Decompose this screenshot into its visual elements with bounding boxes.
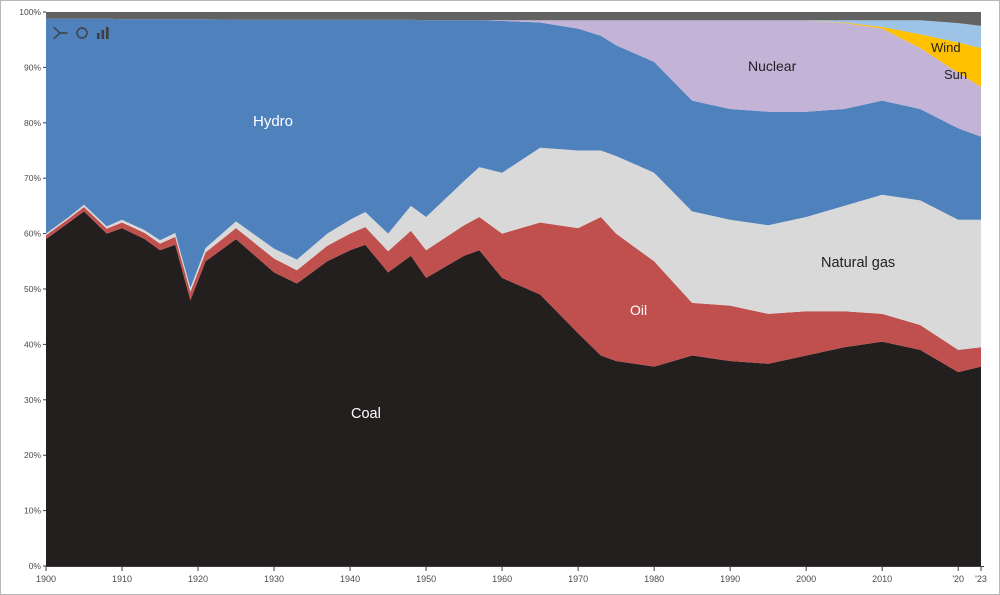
area-other[interactable]	[46, 12, 981, 26]
y-tick-label: 80%	[24, 118, 41, 128]
circle-icon[interactable]	[75, 22, 89, 44]
y-tick-label: 100%	[19, 7, 41, 17]
area-oil[interactable]	[46, 207, 981, 373]
x-tick-label: 1970	[568, 574, 588, 584]
x-tick-label: 2000	[796, 574, 816, 584]
x-tick-label: 1960	[492, 574, 512, 584]
area-natural-gas[interactable]	[46, 147, 981, 350]
y-tick-label: 20%	[24, 450, 41, 460]
y-tick-label: 70%	[24, 173, 41, 183]
area-wind[interactable]	[46, 18, 981, 48]
x-tick-label: 1910	[112, 574, 132, 584]
x-tick-label: '20	[952, 574, 964, 584]
x-tick-label: 1930	[264, 574, 284, 584]
x-tick-label: 1900	[36, 574, 56, 584]
area-nuclear[interactable]	[46, 18, 981, 137]
y-tick-label: 40%	[24, 339, 41, 349]
branch-icon[interactable]	[51, 22, 69, 44]
y-tick-label: 30%	[24, 395, 41, 405]
y-tick-label: 60%	[24, 229, 41, 239]
x-tick-label: 1980	[644, 574, 664, 584]
x-tick-label: 1950	[416, 574, 436, 584]
x-tick-label: 2010	[872, 574, 892, 584]
y-tick-label: 10%	[24, 506, 41, 516]
bar-chart-icon[interactable]	[95, 22, 111, 44]
x-tick-label: '23	[975, 574, 987, 584]
area-hydro[interactable]	[46, 18, 981, 288]
area-coal[interactable]	[46, 211, 981, 566]
x-tick-label: 1940	[340, 574, 360, 584]
chart-toolbar	[51, 21, 121, 45]
y-tick-label: 0%	[29, 561, 42, 571]
x-tick-label: 1920	[188, 574, 208, 584]
y-tick-label: 50%	[24, 284, 41, 294]
x-tick-label: 1990	[720, 574, 740, 584]
y-tick-label: 90%	[24, 62, 41, 72]
